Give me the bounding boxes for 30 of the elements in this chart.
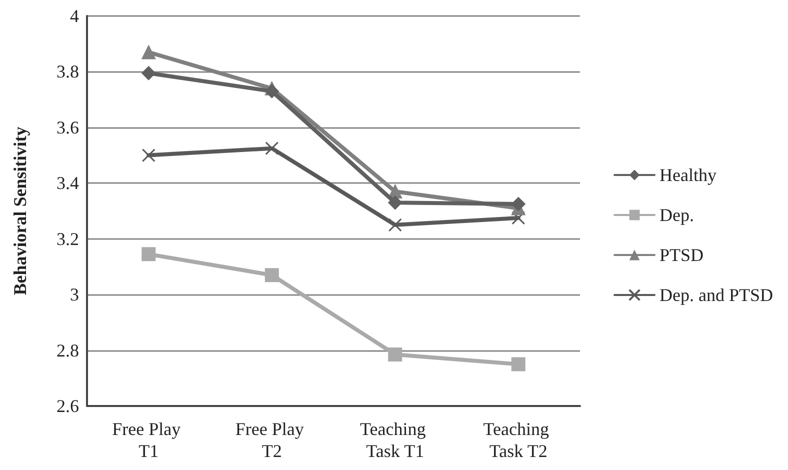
point	[388, 196, 402, 210]
x-tick-label: Teaching Task T1	[360, 419, 430, 461]
point	[142, 148, 156, 162]
legend-label: Dep.	[660, 205, 694, 225]
y-tick-label: 3.6	[56, 117, 79, 138]
y-tick-label: 4	[70, 6, 79, 26]
x-tick-label: Teaching Task T2	[483, 419, 554, 461]
point	[388, 218, 402, 232]
x-tick-label: Free Play T1	[112, 419, 186, 461]
legend-label: PTSD	[660, 245, 704, 265]
point	[142, 66, 156, 80]
y-axis-title: Behavioral Sensitivity	[10, 126, 30, 296]
legend-label: Healthy	[660, 165, 716, 185]
y-tick-label: 2.8	[56, 340, 79, 360]
point	[265, 142, 279, 156]
y-tick-label: 3	[70, 284, 79, 305]
y-tick-label: 3.8	[56, 62, 79, 82]
point	[142, 45, 156, 60]
point	[264, 84, 279, 98]
y-tick-label: 3.2	[56, 228, 79, 249]
legend-label: Dep. and PTSD	[660, 285, 774, 305]
point	[264, 268, 279, 282]
point	[511, 197, 526, 212]
y-tick-label: 3.4	[56, 173, 79, 194]
point	[388, 347, 402, 362]
point	[511, 357, 526, 372]
y-tick-label: 2.6	[56, 396, 79, 416]
point	[142, 247, 156, 262]
point	[512, 211, 526, 225]
x-tick-label: Free Play T2	[235, 419, 308, 461]
